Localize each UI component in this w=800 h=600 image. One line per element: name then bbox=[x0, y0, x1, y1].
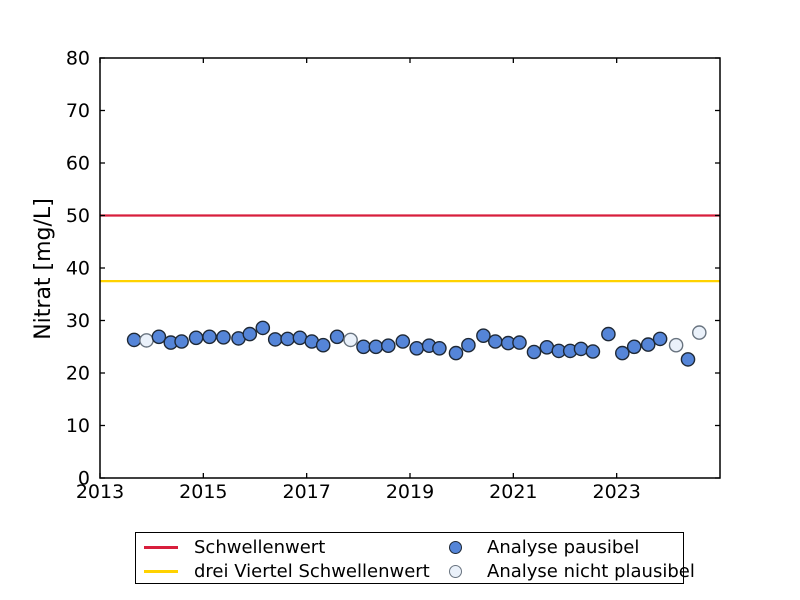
data-point-plausible bbox=[216, 329, 231, 345]
y-tick-label: 40 bbox=[66, 258, 90, 280]
y-tick-label: 60 bbox=[66, 153, 90, 175]
y-tick-label: 80 bbox=[66, 48, 90, 70]
y-tick-label: 70 bbox=[66, 100, 90, 122]
legend-label-analyse-nicht-plausibel: Analyse nicht plausibel bbox=[487, 561, 695, 582]
data-point-plausible bbox=[461, 337, 476, 353]
x-tick-label: 2017 bbox=[282, 481, 330, 503]
data-point-plausible bbox=[174, 334, 189, 349]
data-point-plausible bbox=[448, 345, 464, 361]
data-point-plausible bbox=[601, 326, 616, 342]
data-point-not-plausible bbox=[692, 325, 707, 340]
data-point-plausible bbox=[242, 326, 258, 342]
data-point-plausible bbox=[432, 340, 447, 356]
x-tick-label: 2021 bbox=[489, 481, 537, 503]
axes-frame bbox=[99, 57, 721, 479]
legend-label-schwellenwert: Schwellenwert bbox=[194, 537, 326, 558]
data-point-plausible bbox=[202, 329, 217, 345]
data-point-plausible bbox=[380, 338, 396, 354]
data-point-plausible bbox=[280, 331, 295, 347]
y-tick-label: 50 bbox=[66, 205, 90, 227]
data-point-plausible bbox=[356, 339, 371, 355]
legend-item-analyse-pausibel: Analyse pausibel bbox=[449, 535, 639, 560]
data-point-not-plausible bbox=[343, 332, 358, 348]
y-tick-label: 0 bbox=[78, 468, 90, 490]
data-point-plausible bbox=[573, 341, 589, 357]
y-tick-label: 20 bbox=[66, 363, 90, 385]
x-tick-label: 2013 bbox=[76, 481, 124, 503]
data-point-plausible bbox=[255, 320, 271, 336]
data-point-plausible bbox=[539, 339, 555, 355]
data-point-plausible bbox=[626, 339, 642, 355]
data-point-plausible bbox=[395, 334, 411, 349]
data-point-plausible bbox=[292, 330, 308, 346]
data-point-plausible bbox=[409, 340, 425, 356]
data-point-plausible bbox=[487, 334, 503, 349]
data-point-plausible bbox=[652, 331, 668, 347]
y-tick-label: 10 bbox=[66, 415, 90, 437]
y-tick-label: 30 bbox=[66, 310, 90, 332]
data-point-plausible bbox=[315, 337, 331, 353]
data-point-plausible bbox=[267, 332, 283, 347]
legend-label-drei-viertel-schwellenwert: drei Viertel Schwellenwert bbox=[194, 561, 430, 582]
data-point-plausible bbox=[476, 328, 491, 344]
data-point-plausible bbox=[526, 344, 542, 360]
x-tick-label: 2019 bbox=[386, 481, 434, 503]
blue-circle-marker-icon bbox=[449, 541, 462, 554]
legend-item-schwellenwert: Schwellenwert bbox=[144, 535, 325, 560]
x-tick-label: 2015 bbox=[179, 481, 227, 503]
y-axis-label: Nitrat [mg/L] bbox=[31, 198, 56, 340]
red-threshold-line-icon bbox=[144, 546, 178, 549]
data-point-not-plausible bbox=[139, 333, 154, 348]
white-circle-marker-icon bbox=[449, 565, 462, 578]
legend-label-analyse-pausibel: Analyse pausibel bbox=[487, 537, 640, 558]
gold-threshold-line-icon bbox=[144, 570, 178, 573]
data-point-not-plausible bbox=[668, 337, 684, 353]
data-point-plausible bbox=[368, 339, 384, 355]
data-point-plausible bbox=[680, 352, 696, 367]
x-tick-label: 2023 bbox=[592, 481, 640, 503]
legend-item-drei-viertel-schwellenwert: drei Viertel Schwellenwert bbox=[144, 559, 430, 584]
data-point-plausible bbox=[512, 335, 527, 350]
legend-item-analyse-nicht-plausibel: Analyse nicht plausibel bbox=[449, 559, 695, 584]
data-point-plausible bbox=[585, 344, 601, 359]
data-point-plausible bbox=[126, 332, 142, 348]
data-point-plausible bbox=[188, 330, 204, 346]
legend: Schwellenwert drei Viertel Schwellenwert… bbox=[135, 532, 695, 584]
data-point-plausible bbox=[615, 345, 630, 361]
data-point-plausible bbox=[640, 337, 656, 352]
data-point-plausible bbox=[151, 329, 167, 345]
data-point-plausible bbox=[329, 329, 345, 345]
